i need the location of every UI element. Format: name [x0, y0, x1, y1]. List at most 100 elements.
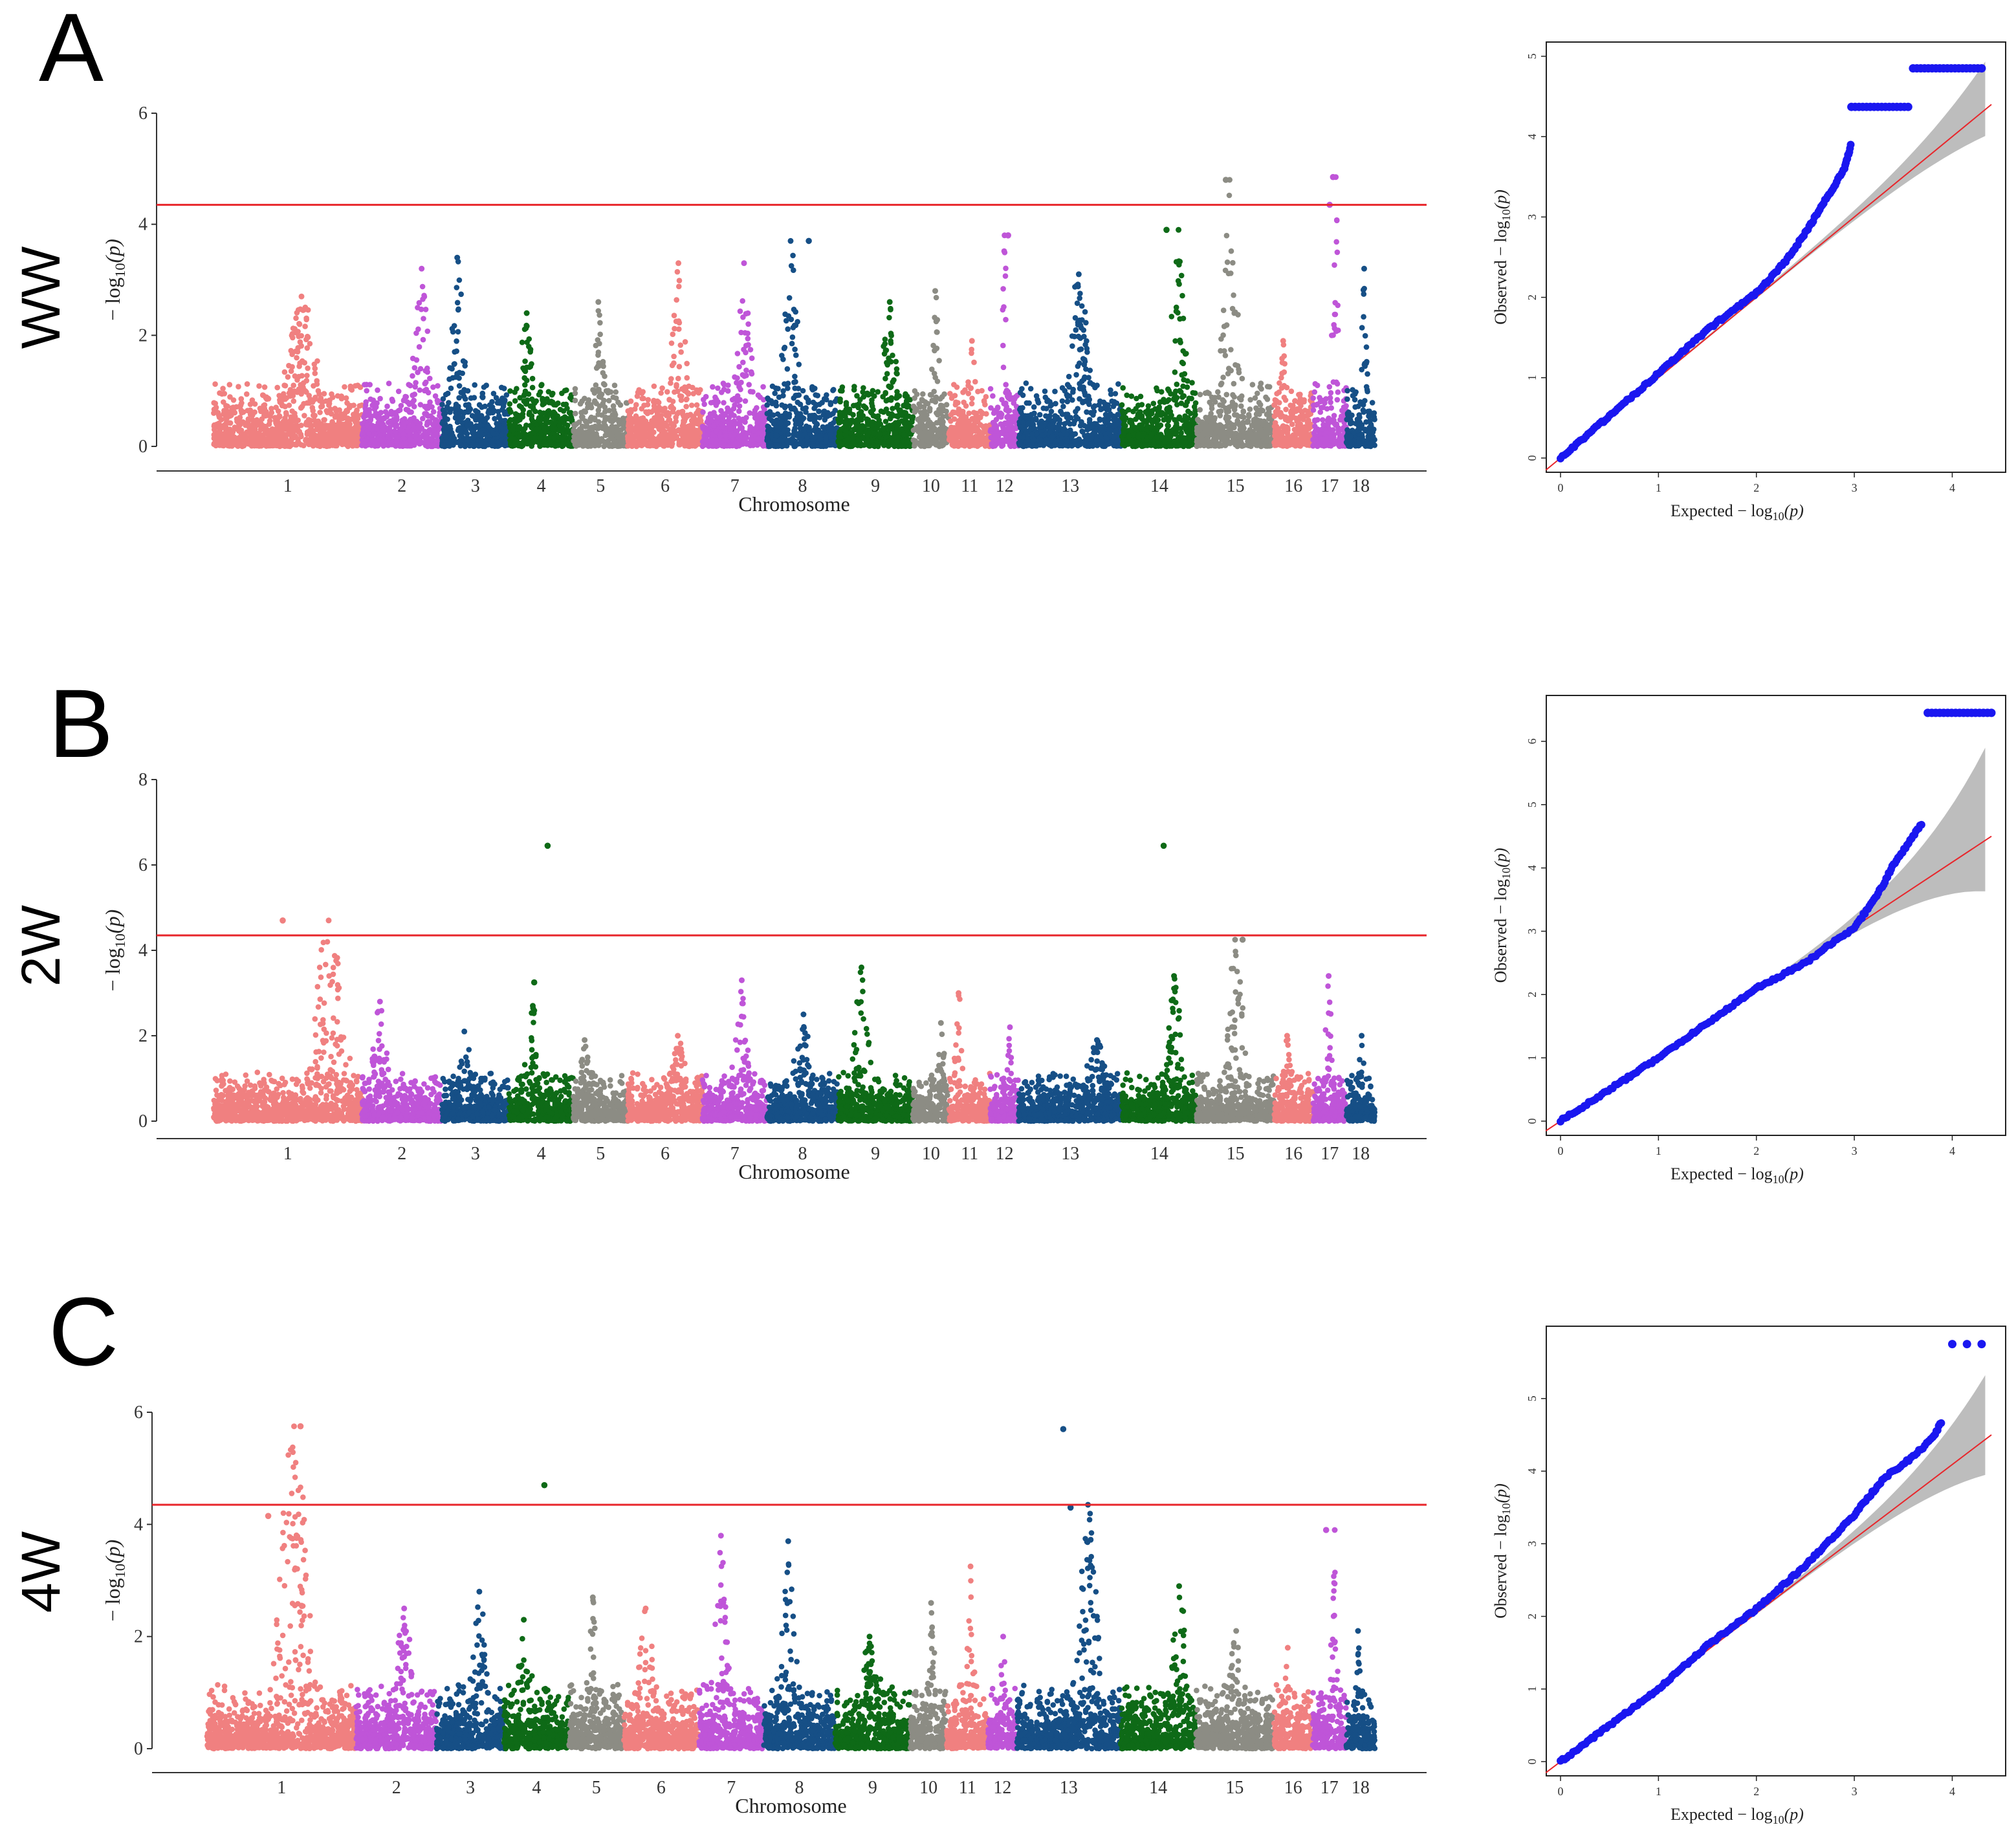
snp-point: [221, 399, 226, 405]
snp-point: [292, 388, 298, 394]
snp-point: [322, 443, 328, 448]
snp-point: [217, 390, 223, 396]
snp-point: [380, 428, 386, 433]
snp-point: [262, 384, 268, 390]
snp-point: [291, 399, 297, 404]
snp-point: [377, 396, 383, 402]
snp-point: [244, 434, 250, 440]
snp-point: [494, 395, 499, 401]
snp-point: [312, 371, 318, 377]
snp-point: [429, 437, 435, 443]
snp-point: [386, 380, 392, 386]
snp-point: [222, 410, 228, 416]
snp-point: [246, 441, 252, 447]
y-tick-label: 6: [138, 104, 148, 124]
snp-point: [348, 384, 354, 389]
snp-point: [311, 443, 316, 449]
snp-point: [257, 432, 263, 437]
snp-point: [296, 364, 302, 369]
snp-point: [306, 393, 312, 399]
snp-point: [334, 425, 340, 431]
snp-point: [298, 343, 304, 349]
snp-point: [311, 383, 316, 389]
snp-point: [424, 406, 430, 411]
snp-point: [445, 391, 451, 397]
snp-point: [256, 383, 262, 389]
snp-point: [273, 443, 279, 448]
snp-point: [415, 425, 421, 431]
snp-point: [404, 399, 410, 405]
snp-point: [281, 440, 287, 446]
snp-point: [287, 393, 293, 399]
snp-point: [388, 419, 393, 424]
figure-canvas: A B C WW 2W 4W 0246− log10(p)Chromosome1…: [0, 0, 2016, 1836]
snp-point: [421, 316, 426, 322]
snp-point: [420, 284, 426, 290]
snp-point: [433, 393, 439, 399]
snp-point: [454, 338, 459, 344]
snp-point: [243, 422, 248, 428]
snp-point: [302, 323, 308, 329]
snp-point: [426, 390, 432, 396]
snp-point: [410, 422, 416, 428]
snp-point: [337, 436, 343, 442]
snp-point: [396, 389, 402, 395]
snp-point: [431, 427, 437, 433]
snp-point: [417, 344, 422, 350]
snp-point: [388, 429, 393, 435]
peak-snp-point: [419, 266, 424, 272]
snp-point: [304, 373, 310, 378]
snp-point: [335, 393, 341, 399]
snp-point: [422, 429, 428, 435]
snp-point: [303, 317, 309, 323]
snp-point: [306, 417, 312, 423]
snp-point: [277, 432, 283, 437]
condition-label-4w: 4W: [10, 1531, 71, 1613]
snp-point: [260, 439, 266, 444]
snp-point: [290, 325, 296, 331]
snp-point: [455, 329, 461, 335]
snp-point: [236, 384, 241, 389]
snp-point: [293, 349, 299, 355]
snp-point: [263, 413, 268, 419]
snp-point: [286, 363, 292, 369]
snp-point: [457, 383, 463, 389]
snp-point: [252, 401, 258, 407]
snp-point: [413, 432, 419, 437]
snp-point: [230, 430, 236, 435]
snp-point: [305, 307, 311, 313]
snp-point: [353, 383, 358, 389]
snp-point: [289, 348, 294, 354]
snp-point: [455, 307, 461, 312]
snp-point: [472, 395, 477, 400]
snp-point: [310, 405, 316, 411]
snp-point: [404, 394, 410, 400]
snp-point: [244, 391, 250, 397]
snp-point: [410, 393, 415, 399]
snp-point: [324, 424, 330, 430]
snp-point: [345, 433, 351, 439]
snp-point: [305, 345, 311, 351]
snp-point: [338, 411, 344, 417]
snp-point: [378, 437, 384, 443]
snp-point: [283, 383, 289, 389]
snp-point: [374, 426, 380, 432]
snp-point: [276, 408, 281, 414]
snp-point: [360, 430, 366, 436]
snp-point: [454, 285, 460, 290]
snp-point: [303, 337, 309, 343]
snp-point: [366, 431, 372, 437]
figure-stage: A B C WW 2W 4W 0 2 4 6− log10(p) Chromosome 1…: [0, 0, 2016, 1836]
snp-point: [417, 441, 422, 447]
snp-point: [419, 307, 424, 312]
snp-point: [417, 388, 423, 393]
snp-point: [415, 369, 421, 375]
snp-point: [282, 415, 288, 421]
snp-point: [435, 383, 441, 389]
snp-point: [237, 404, 243, 410]
x-axis-label: Chromosome: [738, 492, 849, 516]
snp-point: [348, 441, 354, 447]
snp-point: [255, 437, 261, 443]
snp-point: [296, 334, 301, 340]
y-tick-label: 0: [138, 437, 148, 457]
